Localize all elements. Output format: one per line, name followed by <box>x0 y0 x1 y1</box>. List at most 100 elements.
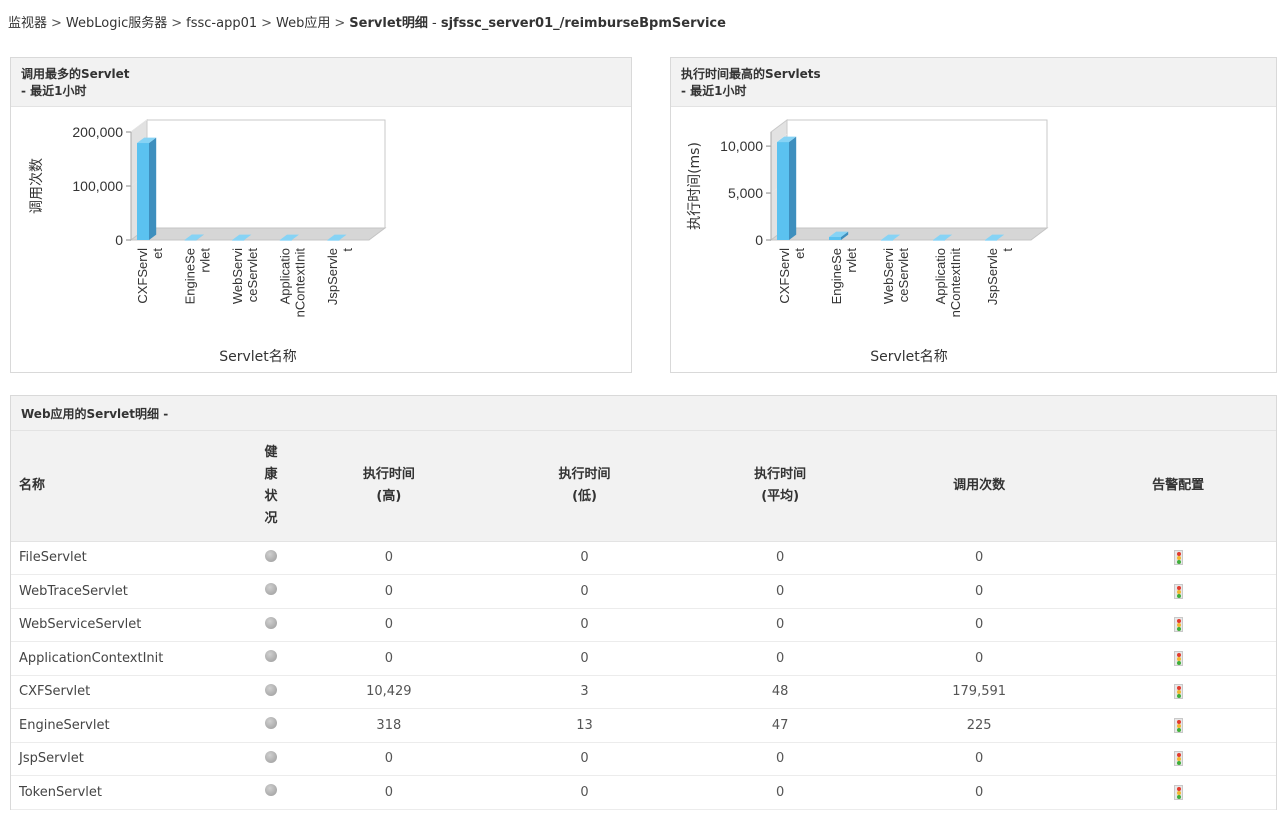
bar-WebServiceServlet[interactable] <box>232 234 252 241</box>
col-health-line: 状 <box>264 488 278 504</box>
panel-title: 调用最多的Servlet <box>21 67 130 81</box>
bar-ApplicationContextInit[interactable] <box>933 234 953 241</box>
x-tick-label: et <box>150 248 165 259</box>
bar-front <box>985 240 997 241</box>
traffic-light-icon[interactable] <box>1173 583 1183 599</box>
x-tick-label: JspServle <box>325 248 340 305</box>
servlet-name[interactable]: JspServlet <box>11 742 251 776</box>
exec-time-high: 0 <box>291 541 487 575</box>
x-tick-label: CXFServl <box>135 248 150 304</box>
alarm-config[interactable] <box>1080 608 1276 642</box>
servlet-name[interactable]: TokenServlet <box>11 775 251 810</box>
exec-time-low: 0 <box>486 742 683 776</box>
alarm-config[interactable] <box>1080 541 1276 575</box>
exec-time-avg: 0 <box>682 775 879 810</box>
breadcrumb-separator: > <box>261 16 273 31</box>
alarm-config[interactable] <box>1080 742 1276 776</box>
bar-EngineServlet[interactable] <box>184 234 204 241</box>
call-count: 179,591 <box>878 675 1081 709</box>
panel-subtitle: - 最近1小时 <box>21 84 87 98</box>
col-calls[interactable]: 调用次数 <box>878 431 1081 542</box>
most-called-servlets-chart: 0 100,000 200,000 调用次数 CXFServl et EngineSe rvl… <box>29 119 387 365</box>
y-tick-label: 200,000 <box>72 124 123 140</box>
servlet-name[interactable]: EngineServlet <box>11 708 251 743</box>
health-status[interactable] <box>251 775 291 810</box>
servlet-name[interactable]: FileServlet <box>11 541 251 575</box>
traffic-light-icon[interactable] <box>1173 717 1183 733</box>
col-health[interactable]: 健 康 状 况 <box>251 431 291 542</box>
bar-top <box>232 234 252 240</box>
breadcrumb-separator: > <box>171 16 183 31</box>
traffic-light-icon[interactable] <box>1173 684 1183 700</box>
bar-JspServlet[interactable] <box>327 234 347 241</box>
bar-EngineServlet[interactable] <box>829 231 849 240</box>
health-dot-icon <box>265 583 277 596</box>
exec-time-low: 13 <box>486 708 683 743</box>
chart-floor <box>769 227 1049 241</box>
traffic-light-icon[interactable] <box>1173 550 1183 566</box>
col-exec-avg[interactable]: 执行时间 (平均) <box>682 431 879 542</box>
alarm-config[interactable] <box>1080 641 1276 676</box>
bar-front <box>232 240 245 241</box>
traffic-light-icon[interactable] <box>1173 751 1183 767</box>
call-count: 0 <box>878 742 1081 776</box>
health-status[interactable] <box>251 675 291 709</box>
exec-time-high: 0 <box>291 574 487 609</box>
breadcrumb-server[interactable]: fssc-app01 <box>186 16 258 31</box>
bar-WebServiceServlet[interactable] <box>881 234 901 241</box>
table-row: EngineServlet 318 13 47 225 <box>11 708 1276 743</box>
health-dot-icon <box>265 650 277 663</box>
health-status[interactable] <box>251 574 291 609</box>
breadcrumb-webapp[interactable]: Web应用 <box>276 16 331 31</box>
x-tick-label: Applicatio <box>278 248 293 304</box>
bar-top <box>279 234 299 240</box>
health-status[interactable] <box>251 708 291 743</box>
col-name[interactable]: 名称 <box>11 431 251 542</box>
call-count: 0 <box>878 775 1081 810</box>
alarm-config[interactable] <box>1080 574 1276 609</box>
health-status[interactable] <box>251 742 291 776</box>
breadcrumb-monitors[interactable]: 监视器 <box>8 16 48 31</box>
traffic-light-icon[interactable] <box>1173 650 1183 666</box>
bar-CXFServlet[interactable] <box>777 136 797 240</box>
exec-time-avg: 0 <box>682 574 879 609</box>
traffic-light-icon[interactable] <box>1173 617 1183 633</box>
most-called-servlets-panel: 调用最多的Servlet - 最近1小时 0 100,000 200,000 调用次数… <box>10 57 632 373</box>
bar-ApplicationContextInit[interactable] <box>279 234 299 241</box>
y-axis-label: 调用次数 <box>29 158 45 214</box>
x-tick-label: EngineSe <box>829 248 844 304</box>
y-axis-label: 执行时间(ms) <box>687 142 703 230</box>
exec-time-high: 318 <box>291 708 487 743</box>
col-health-line: 健 <box>264 444 278 460</box>
breadcrumb-weblogic[interactable]: WebLogic服务器 <box>65 16 168 31</box>
servlet-name[interactable]: WebServiceServlet <box>11 608 251 642</box>
bar-CXFServlet[interactable] <box>137 137 157 240</box>
alarm-config[interactable] <box>1080 675 1276 709</box>
table-row: WebTraceServlet 0 0 0 0 <box>11 574 1276 609</box>
health-status[interactable] <box>251 608 291 642</box>
exec-time-avg: 0 <box>682 541 879 575</box>
servlet-name[interactable]: ApplicationContextInit <box>11 641 251 676</box>
table-row: WebServiceServlet 0 0 0 0 <box>11 608 1276 642</box>
exec-time-avg: 0 <box>682 608 879 642</box>
health-status[interactable] <box>251 541 291 575</box>
y-tick-label: 0 <box>755 232 763 248</box>
chart-floor <box>129 227 387 241</box>
servlet-name[interactable]: WebTraceServlet <box>11 574 251 609</box>
breadcrumb-current-name: sjfssc_server01_/reimburseBpmService <box>440 16 726 31</box>
health-status[interactable] <box>251 641 291 676</box>
x-tick-label: t <box>340 248 355 252</box>
bar-JspServlet[interactable] <box>985 234 1005 241</box>
x-tick-label: WebServi <box>881 248 896 304</box>
alarm-config[interactable] <box>1080 775 1276 810</box>
highest-exec-time-panel: 执行时间最高的Servlets - 最近1小时 0 5,000 10,000 执行时间… <box>670 57 1277 373</box>
traffic-light-icon[interactable] <box>1173 784 1183 800</box>
servlet-name[interactable]: CXFServlet <box>11 675 251 709</box>
col-exec-high[interactable]: 执行时间 (高) <box>291 431 487 542</box>
exec-time-low: 0 <box>486 775 683 810</box>
col-exec-high-line: (高) <box>376 488 402 504</box>
col-exec-low-line: (低) <box>572 488 597 504</box>
col-exec-low[interactable]: 执行时间 (低) <box>486 431 683 542</box>
alarm-config[interactable] <box>1080 708 1276 743</box>
bar-front <box>777 142 789 240</box>
